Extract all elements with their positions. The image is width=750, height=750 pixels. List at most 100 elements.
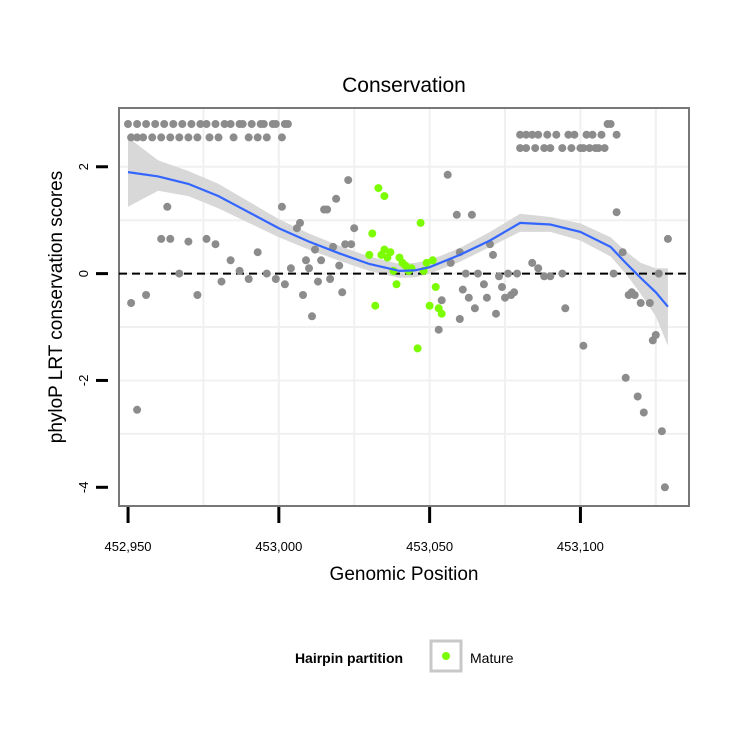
- data-point-other: [636, 299, 645, 307]
- data-point-other: [163, 202, 172, 211]
- data-point-other: [332, 194, 341, 203]
- data-point-other: [558, 144, 567, 153]
- data-point-other: [214, 133, 223, 142]
- data-point-other: [262, 133, 271, 142]
- data-point-other: [489, 250, 497, 259]
- data-point-other: [522, 130, 531, 139]
- data-point-other: [633, 392, 642, 401]
- data-point-other: [193, 133, 202, 142]
- legend-mature-label: Mature: [470, 650, 514, 666]
- data-point-other: [540, 144, 549, 153]
- data-point-other: [127, 133, 136, 142]
- data-point-other: [205, 133, 214, 142]
- data-point-other: [184, 133, 193, 142]
- data-point-other: [271, 275, 280, 283]
- data-point-other: [280, 280, 289, 289]
- data-point-other: [597, 130, 606, 139]
- data-point-other: [235, 266, 244, 275]
- data-point-other: [253, 248, 262, 257]
- data-point-mature: [374, 184, 383, 193]
- data-point-other: [302, 256, 310, 265]
- data-point-other: [127, 299, 136, 307]
- data-point-other: [196, 120, 205, 128]
- data-point-mature: [386, 248, 395, 257]
- data-point-other: [244, 275, 253, 283]
- data-point-other: [531, 144, 540, 153]
- data-point-other: [133, 120, 142, 128]
- data-point-other: [461, 269, 470, 278]
- data-point-other: [157, 234, 166, 243]
- plot-panel-border: [118, 107, 690, 507]
- data-point-other: [434, 325, 443, 334]
- data-point-mature: [437, 309, 446, 318]
- data-point-mature: [431, 283, 440, 291]
- data-point-other: [479, 280, 488, 289]
- data-point-other: [482, 293, 491, 302]
- data-point-other: [437, 296, 446, 305]
- data-point-other: [169, 120, 178, 128]
- data-point-other: [495, 272, 503, 281]
- data-point-other: [470, 304, 479, 313]
- data-point-other: [244, 133, 253, 142]
- data-point-other: [651, 331, 660, 339]
- data-point-other: [464, 293, 473, 302]
- data-point-other: [238, 120, 247, 128]
- data-point-other: [317, 256, 326, 265]
- data-point-mature: [413, 344, 422, 353]
- data-point-other: [166, 133, 175, 142]
- data-point-other: [160, 120, 169, 128]
- data-point-other: [630, 291, 639, 299]
- data-point-other: [540, 272, 549, 281]
- data-point-other: [283, 120, 292, 128]
- data-point-other: [639, 408, 648, 417]
- data-point-other: [567, 144, 576, 153]
- data-point-other: [528, 258, 537, 267]
- data-point-other: [142, 120, 151, 128]
- data-point-other: [262, 269, 271, 278]
- data-point-other: [166, 234, 175, 243]
- x-tick-label: 453,100: [557, 539, 604, 554]
- data-point-other: [151, 120, 160, 128]
- data-point-other: [504, 269, 512, 278]
- data-point-other: [467, 210, 476, 219]
- data-point-other: [492, 309, 500, 318]
- data-point-other: [501, 293, 509, 302]
- data-point-other: [552, 130, 561, 139]
- data-point-other: [585, 144, 594, 153]
- data-point-other: [660, 483, 669, 492]
- data-point-other: [175, 133, 184, 142]
- loess-line: [127, 171, 669, 308]
- data-point-other: [579, 341, 588, 350]
- data-point-other: [528, 130, 537, 139]
- data-point-other: [341, 240, 350, 249]
- data-point-other: [148, 133, 157, 142]
- data-point-other: [543, 130, 552, 139]
- data-point-other: [187, 120, 196, 128]
- data-point-other: [606, 120, 615, 128]
- y-tick-label: -4: [76, 482, 91, 494]
- data-point-mature: [392, 280, 401, 289]
- data-point-other: [612, 208, 621, 217]
- data-point-other: [247, 120, 256, 128]
- data-point-other: [193, 291, 202, 299]
- data-point-other: [564, 130, 573, 139]
- data-point-other: [229, 133, 238, 142]
- data-point-other: [217, 277, 226, 286]
- data-point-other: [338, 288, 347, 297]
- data-point-other: [259, 120, 268, 128]
- data-point-other: [579, 144, 588, 153]
- data-point-other: [618, 248, 627, 257]
- data-point-other: [133, 405, 142, 414]
- data-point-other: [299, 291, 307, 299]
- data-point-other: [220, 120, 229, 128]
- data-point-other: [516, 144, 525, 153]
- data-point-other: [522, 144, 531, 153]
- data-point-other: [452, 210, 461, 219]
- y-axis: -4 -2 0 2: [76, 163, 108, 493]
- data-point-other: [446, 258, 455, 267]
- data-point-other: [621, 373, 630, 382]
- data-point-other: [314, 277, 322, 286]
- data-point-other: [211, 120, 220, 128]
- data-point-mature: [371, 301, 380, 310]
